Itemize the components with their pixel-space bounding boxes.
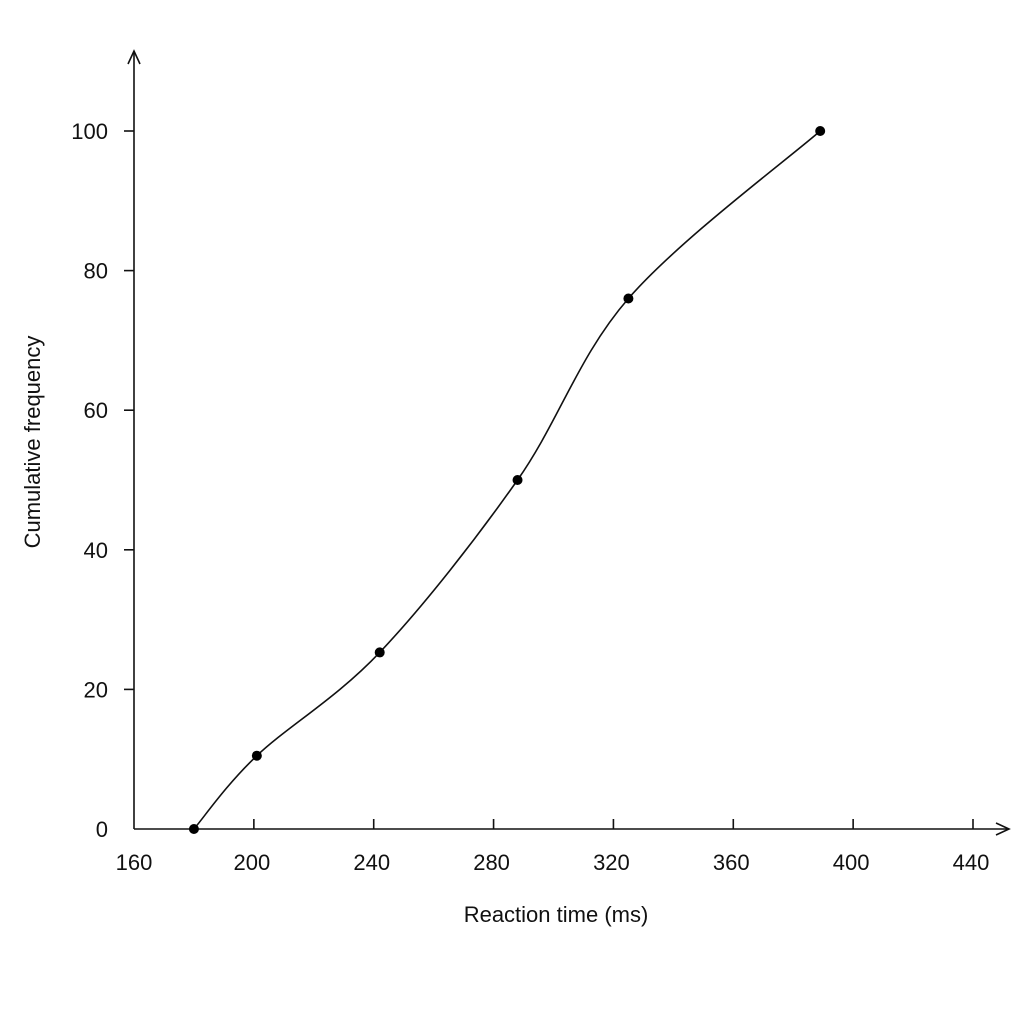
x-tick-label: 400: [833, 850, 870, 875]
data-points: [188, 126, 826, 834]
y-tick-label: 0: [96, 817, 108, 842]
y-tick-label: 40: [84, 538, 108, 563]
data-point: [512, 475, 523, 485]
x-tick-label: 280: [473, 850, 510, 875]
x-tick-label: 360: [713, 850, 750, 875]
data-point: [623, 293, 634, 304]
x-tick-label: 320: [593, 850, 630, 875]
y-tick-label: 100: [71, 119, 108, 144]
axes: [127, 49, 1011, 836]
x-axis-title: Reaction time (ms): [464, 902, 649, 927]
x-tick-label: 200: [233, 850, 270, 875]
y-axis-arrow: [127, 49, 141, 65]
series-line: [193, 130, 821, 830]
x-axis-arrow: [995, 822, 1011, 836]
y-axis-title: Cumulative frequency: [20, 336, 45, 549]
x-tick-label: 440: [953, 850, 990, 875]
data-point: [374, 647, 385, 658]
y-tick-label: 80: [84, 259, 108, 284]
y-ticks: 0 20 40 60 80 100: [71, 119, 134, 842]
x-tick-label: 240: [353, 850, 390, 875]
x-ticks: 160 200 240 280 320 360 400 440: [116, 819, 990, 875]
y-tick-label: 60: [84, 398, 108, 423]
x-tick-label: 160: [116, 850, 153, 875]
data-point: [188, 824, 199, 834]
y-tick-label: 20: [84, 677, 108, 702]
data-point: [815, 126, 826, 136]
data-point: [251, 750, 262, 761]
